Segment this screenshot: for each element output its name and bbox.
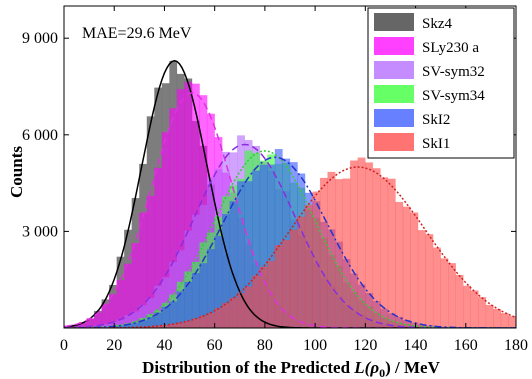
bar-ski1 — [327, 171, 336, 328]
x-tick-label: 0 — [60, 337, 68, 354]
bar-ski1 — [350, 160, 358, 328]
histogram-bars — [64, 60, 516, 328]
bar-ski1 — [440, 258, 449, 328]
y-axis-title: Counts — [7, 146, 26, 198]
fit-curve-ski1 — [64, 166, 516, 328]
bar-ski1 — [342, 178, 351, 328]
bar-ski1 — [176, 322, 185, 328]
fit-curve-ski2 — [64, 156, 516, 328]
legend-label-sv-sym34: SV-sym34 — [422, 88, 485, 104]
bar-ski1 — [387, 178, 396, 328]
bar-ski1 — [417, 230, 426, 328]
bar-ski1 — [493, 308, 502, 328]
bar-ski1 — [372, 168, 381, 328]
x-axis-title-subscript: 0 — [379, 366, 385, 379]
bar-ski1 — [312, 191, 321, 328]
bar-ski1 — [455, 274, 464, 328]
bar-ski1 — [206, 312, 215, 328]
bar-ski1 — [410, 212, 419, 328]
bar-ski1 — [470, 290, 479, 328]
bar-ski1 — [425, 234, 434, 328]
x-tick-label: 80 — [257, 337, 273, 354]
bar-ski1 — [478, 297, 487, 328]
y-tick-label: 9 000 — [22, 30, 58, 47]
bar-ski1 — [319, 177, 328, 328]
bar-ski1 — [229, 297, 238, 328]
bar-ski1 — [335, 179, 343, 328]
bar-ski1 — [500, 313, 509, 328]
bar-ski1 — [289, 229, 298, 328]
legend-label-ski2: SkI2 — [422, 112, 450, 128]
legend-swatch-skz4 — [374, 13, 414, 31]
bar-ski1 — [214, 308, 223, 328]
legend-swatch-ski2 — [374, 109, 414, 127]
bar-ski1 — [508, 316, 516, 328]
bar-ski1 — [297, 216, 306, 328]
bar-ski1 — [357, 157, 366, 328]
x-axis-title-suffix: ) / MeV — [385, 358, 440, 377]
legend-label-sv-sym32: SV-sym32 — [422, 64, 485, 80]
y-tick-label: 6 000 — [22, 127, 58, 144]
bar-ski1 — [463, 285, 471, 328]
bar-ski1 — [221, 303, 230, 328]
bar-ski1 — [432, 247, 441, 328]
plot-frame — [63, 5, 517, 329]
x-tick-label: 20 — [106, 337, 122, 354]
bar-ski1 — [274, 245, 283, 328]
legend-label-skz4: Skz4 — [422, 16, 453, 32]
x-tick-label: 180 — [504, 337, 528, 354]
bar-ski1 — [304, 204, 313, 328]
bar-ski1 — [282, 240, 291, 328]
legend: Skz4 SLy230 a SV-sym32 SV-sym34 SkI2 SkI1 — [367, 7, 515, 159]
x-axis: 0 20 40 60 80 100 120 140 160 180 — [60, 6, 528, 354]
x-axis-title: Distribution of the Predicted L(ρ0) / Me… — [142, 358, 440, 379]
x-tick-label: 100 — [303, 337, 327, 354]
legend-label-sly230-a: SLy230 a — [422, 40, 479, 56]
x-tick-label: 160 — [454, 337, 478, 354]
bar-ski1 — [448, 263, 456, 328]
legend-swatch-sv-sym32 — [374, 61, 414, 79]
legend-swatch-sly230-a — [374, 37, 414, 55]
x-tick-label: 140 — [404, 337, 428, 354]
mae-annotation: MAE=29.6 MeV — [82, 25, 192, 42]
y-axis: 3 000 6 000 9 000 — [22, 30, 516, 240]
y-tick-label: 3 000 — [22, 223, 58, 240]
legend-swatch-sv-sym34 — [374, 85, 414, 103]
bar-ski1 — [395, 201, 404, 328]
bar-ski2 — [274, 148, 283, 328]
bar-ski1 — [402, 206, 411, 328]
legend-label-ski1: SkI1 — [422, 136, 450, 152]
bar-ski1 — [252, 275, 261, 328]
x-axis-title-symbol: L(ρ — [353, 358, 379, 377]
x-tick-label: 120 — [353, 337, 377, 354]
x-axis-title-prefix: Distribution of the Predicted — [142, 358, 354, 377]
fit-curve-sly230-a — [64, 92, 516, 328]
fit-curve-sv-sym32 — [64, 143, 516, 328]
bar-ski1 — [485, 304, 494, 328]
bar-ski1 — [259, 266, 268, 328]
bar-ski1 — [365, 162, 374, 328]
x-tick-label: 60 — [207, 337, 223, 354]
x-tick-label: 40 — [156, 337, 172, 354]
legend-swatch-ski1 — [374, 133, 414, 151]
